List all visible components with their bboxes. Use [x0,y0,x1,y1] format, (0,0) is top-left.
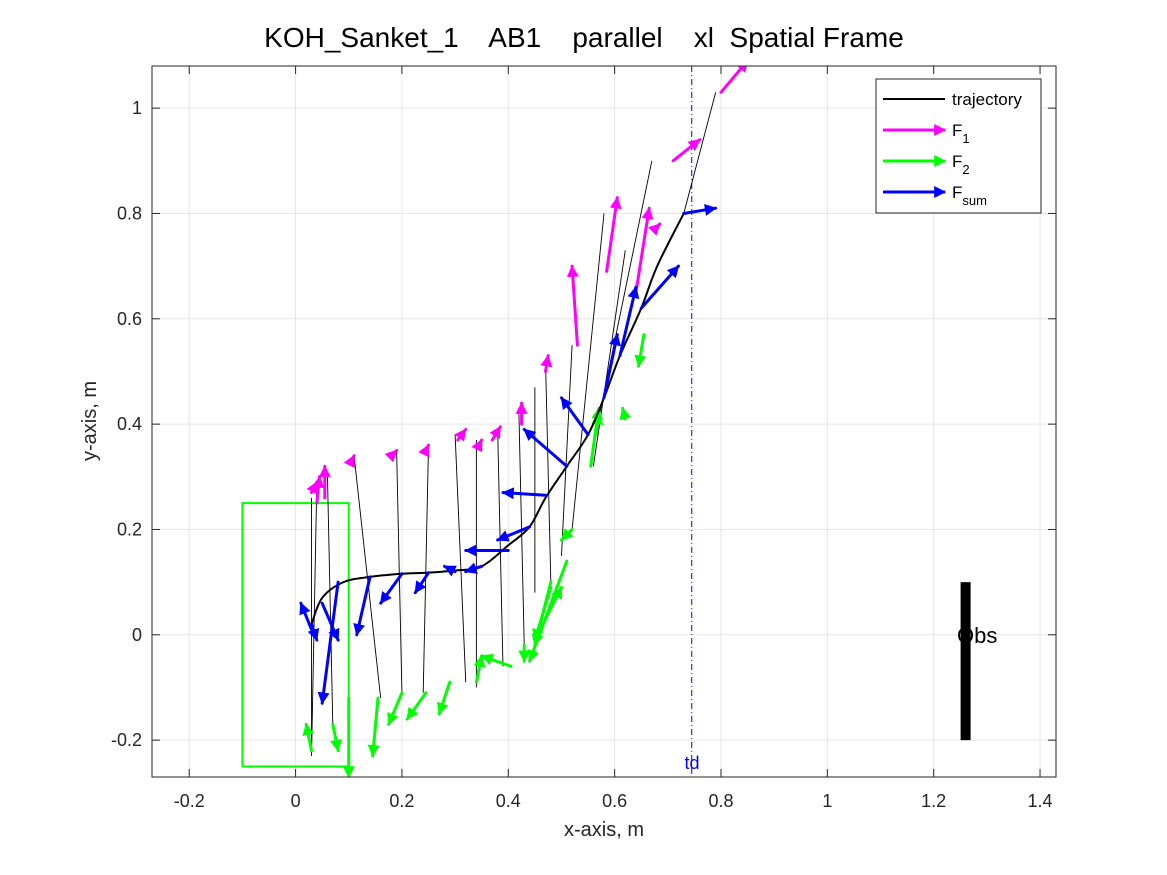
legend-label: F1 [952,121,970,146]
y-tick-label: 0.4 [117,414,142,434]
f1-arrow [418,443,431,458]
connector-line [561,345,573,556]
fsum-arrow [307,622,320,642]
y-tick-label: -0.2 [111,730,142,750]
f2-arrow [436,680,452,716]
f2-arrow [405,691,428,721]
f1-arrow [312,475,325,505]
fsum-arrow [353,575,372,637]
x-tick-labels: -0.2 0 0.2 0.4 0.6 0.8 1 1.2 1.4 [174,791,1053,811]
f2-arrow [559,527,574,542]
x-tick-label: 1 [822,791,832,811]
f1-arrow [671,138,702,163]
f2-arrow [480,653,513,668]
fsum-arrow [379,572,404,605]
fsum-arrow [442,564,457,577]
y-tick-labels: -0.2 0 0.2 0.4 0.6 0.8 1 [111,98,142,750]
y-tick-label: 0 [132,625,142,645]
f2-arrow [619,406,632,421]
connector-line [545,360,552,583]
connector-line [454,434,467,683]
x-tick-label: 1.4 [1028,791,1053,811]
x-tick-label: -0.2 [174,791,205,811]
f1-arrow [384,448,399,463]
connector-line [396,450,403,693]
fsum-arrow [317,580,340,705]
connector-line [571,213,605,530]
fsum-arrow [618,285,640,358]
f2-arrow [527,559,569,663]
fsum-arrow [602,333,621,400]
f1-arrow [566,264,579,347]
f1-arrow [306,480,319,495]
x-tick-label: 0 [291,791,301,811]
f2-arrows [302,333,647,777]
fsum-arrow [496,525,532,542]
start-region-box [241,502,350,768]
fsum-arrow [522,427,569,468]
obstacle-group [960,582,971,741]
f1-arrow [647,222,662,236]
connector-line [327,476,334,725]
fsum-arrow [299,601,314,632]
fsum-arrow [413,571,431,595]
f1-arrow [489,425,502,442]
legend-label: Fsum [952,183,987,208]
f2-arrow [367,696,380,758]
y-tick-label: 1 [132,98,142,118]
x-axis-label: x-axis, m [564,819,644,841]
fsum-arrow [682,204,718,216]
connector-line [497,429,504,667]
connector-line [683,92,717,214]
y-axis-label: y-axis, m [79,381,101,461]
f2-arrow [330,722,342,753]
td-label: td [684,753,699,773]
axis-ticks [152,66,1056,777]
fsum-arrow [501,487,548,500]
f1-arrow [454,427,468,442]
y-tick-label: 0.6 [117,309,142,329]
f1-arrow [343,454,356,469]
fsum-arrow [464,562,484,574]
axes-frame [151,65,1057,778]
x-tick-label: 0.2 [389,791,414,811]
y-tick-label: 0.8 [117,203,142,223]
f1-arrow [634,206,654,294]
x-tick-label: 1.2 [921,791,946,811]
f1-arrow [605,196,622,273]
f2-arrow [634,333,647,368]
f1-arrows [306,66,749,505]
start-box-rect [241,502,350,768]
legend-label: F2 [952,152,970,177]
obstacle-label: Obs [957,623,997,648]
fsum-arrow [639,264,680,310]
f2-arrow [531,580,553,647]
f2-arrow [387,691,404,726]
chart-title: KOH_Sanket_1 AB1 parallel xl Spatial Fra… [264,22,904,53]
connector-line [592,250,626,467]
connector-line [422,445,429,693]
obstacle-bar [960,582,971,741]
legend: trajectory F1 F2 Fsum [875,78,1042,214]
x-tick-label: 0.6 [602,791,627,811]
x-tick-label: 0.4 [496,791,521,811]
fsum-arrow [559,396,590,437]
fsum-arrow [320,601,340,642]
f1-arrow [471,438,484,453]
x-tick-label: 0.8 [708,791,733,811]
f1-arrow [540,354,553,373]
legend-label: trajectory [952,90,1022,109]
f2-arrow [302,722,315,753]
f2-arrow [589,406,604,468]
y-tick-label: 0.2 [117,519,142,539]
fsum-arrows [299,204,718,705]
